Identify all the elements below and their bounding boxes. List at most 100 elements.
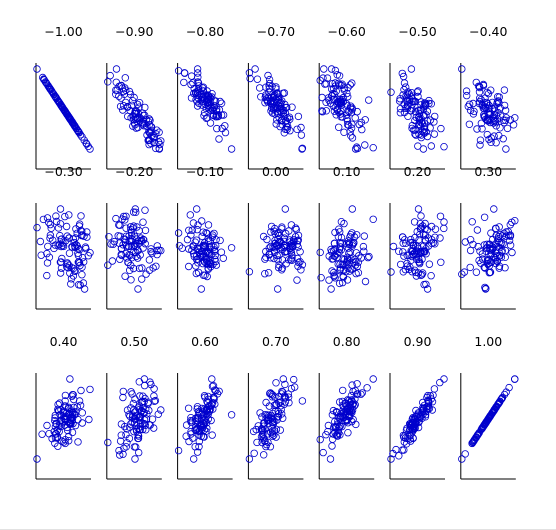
- data-point: [499, 116, 508, 124]
- data-point: [199, 271, 208, 279]
- data-point: [297, 266, 305, 274]
- data-point: [361, 277, 370, 286]
- data-point: [473, 226, 482, 234]
- scatter-panel: 1.00: [458, 334, 519, 480]
- data-point: [203, 113, 212, 122]
- data-point: [503, 124, 512, 133]
- data-point: [463, 91, 471, 100]
- data-point: [344, 83, 352, 92]
- data-point: [423, 107, 432, 116]
- data-point: [43, 271, 51, 280]
- data-point: [297, 123, 305, 132]
- panel-title: −0.20: [115, 164, 153, 179]
- data-point: [397, 260, 405, 269]
- data-point: [195, 443, 203, 451]
- data-point: [175, 242, 184, 250]
- data-point: [339, 272, 347, 280]
- data-point: [117, 244, 126, 253]
- data-point: [189, 455, 198, 463]
- data-point: [466, 263, 474, 272]
- data-point: [268, 418, 277, 427]
- data-point: [294, 236, 302, 244]
- data-point: [204, 221, 213, 229]
- data-point: [187, 430, 195, 438]
- data-point: [355, 120, 363, 129]
- data-point: [46, 220, 54, 229]
- data-point: [155, 128, 163, 136]
- data-point: [353, 231, 361, 239]
- data-point: [496, 124, 504, 132]
- data-point: [153, 250, 161, 259]
- data-point: [265, 88, 273, 96]
- data-point: [412, 268, 420, 277]
- data-point: [193, 65, 202, 73]
- data-point: [285, 227, 293, 235]
- data-point: [502, 388, 510, 396]
- data-point: [145, 256, 154, 264]
- data-point: [110, 237, 119, 246]
- data-point: [66, 375, 74, 383]
- data-point: [339, 401, 347, 409]
- data-point: [184, 404, 193, 412]
- data-point: [135, 378, 143, 386]
- data-point: [330, 272, 338, 281]
- panel-title: −1.00: [44, 24, 82, 39]
- data-point: [340, 128, 348, 136]
- data-point: [56, 220, 65, 228]
- data-point: [294, 112, 303, 121]
- data-point: [440, 224, 448, 233]
- data-point: [52, 212, 60, 220]
- data-point: [125, 232, 133, 240]
- data-point: [57, 258, 65, 266]
- data-point: [265, 75, 274, 84]
- data-point: [197, 285, 205, 293]
- data-point: [266, 389, 274, 398]
- data-point: [458, 65, 466, 73]
- panel-title: 0.00: [262, 164, 290, 179]
- data-point: [141, 206, 149, 214]
- data-point: [61, 402, 69, 410]
- data-point: [227, 244, 236, 252]
- data-point: [476, 83, 484, 92]
- data-point: [246, 74, 254, 83]
- data-point: [490, 104, 498, 112]
- data-point: [147, 131, 156, 140]
- data-point: [57, 406, 65, 414]
- data-point: [427, 222, 436, 231]
- data-point: [78, 271, 86, 279]
- data-point: [284, 390, 293, 398]
- data-point: [256, 84, 264, 92]
- data-point: [79, 279, 88, 287]
- data-point: [416, 258, 424, 266]
- data-point: [77, 212, 85, 220]
- data-point: [119, 87, 128, 96]
- data-point: [140, 416, 149, 424]
- data-point: [192, 262, 200, 270]
- data-point: [270, 254, 278, 263]
- data-point: [479, 81, 488, 90]
- data-point: [86, 248, 94, 257]
- data-point: [343, 255, 352, 264]
- data-point: [117, 250, 125, 259]
- data-point: [400, 100, 408, 108]
- data-point: [422, 111, 430, 119]
- data-point: [319, 448, 327, 457]
- data-point: [466, 246, 475, 255]
- data-point: [138, 236, 146, 245]
- data-point: [76, 401, 85, 410]
- data-point: [64, 432, 73, 441]
- data-point: [490, 117, 498, 126]
- data-point: [119, 387, 127, 396]
- data-point: [57, 101, 65, 109]
- data-point: [189, 434, 197, 442]
- data-point: [201, 393, 209, 401]
- data-point: [141, 226, 150, 235]
- data-point: [193, 448, 202, 456]
- data-point: [363, 384, 371, 392]
- data-point: [322, 98, 330, 106]
- data-point: [491, 224, 500, 233]
- data-point: [78, 419, 86, 427]
- data-point: [119, 241, 127, 249]
- data-point: [78, 263, 86, 271]
- data-point: [497, 253, 506, 261]
